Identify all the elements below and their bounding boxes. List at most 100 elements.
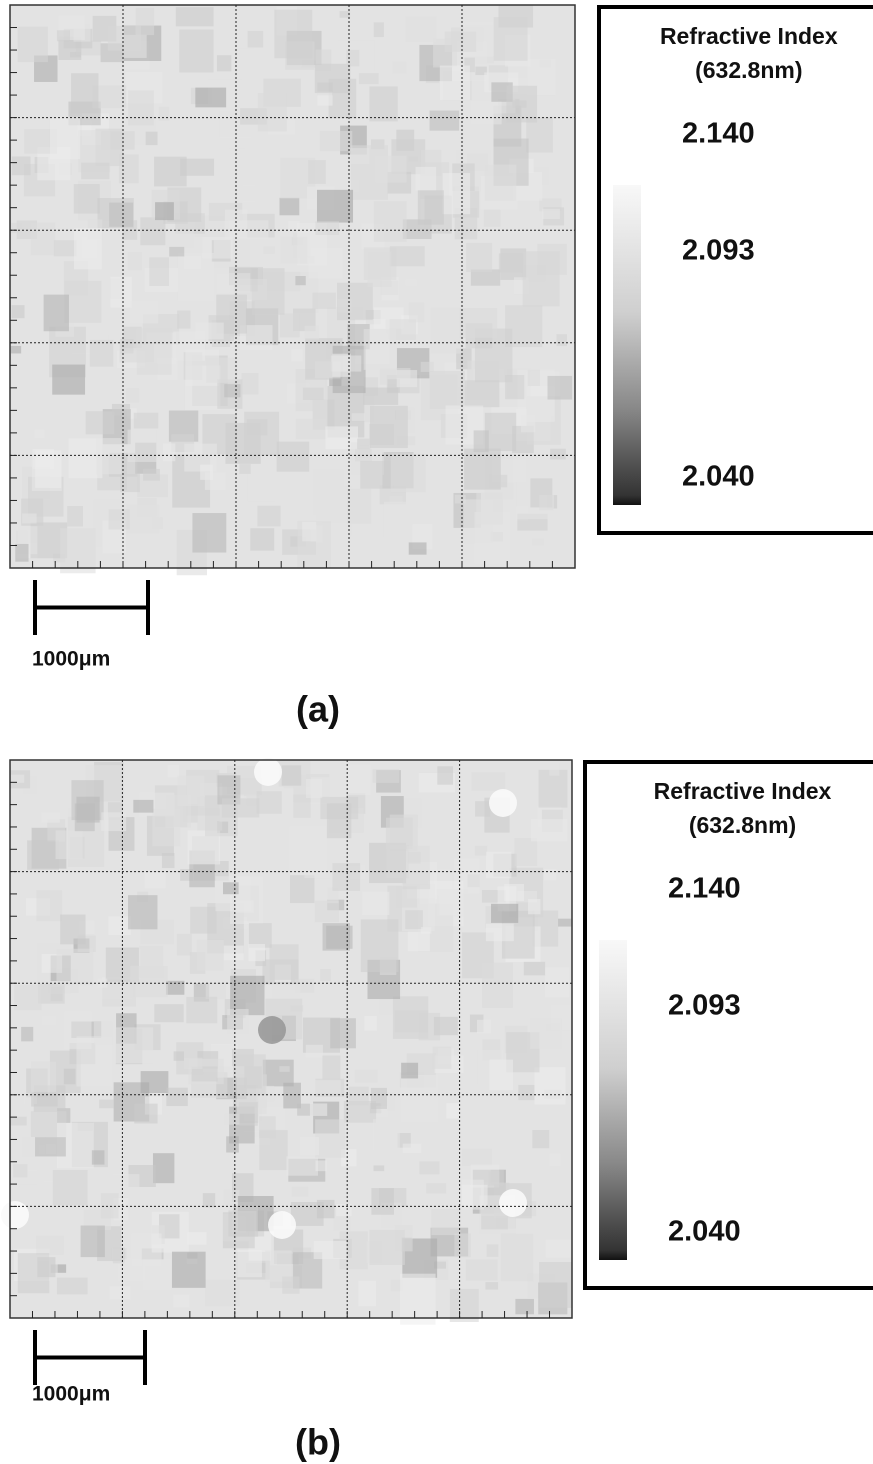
map-texture [543, 868, 557, 881]
map-texture [486, 1244, 499, 1257]
map-texture [444, 31, 477, 52]
map-texture [359, 445, 371, 458]
map-texture [373, 22, 384, 38]
map-texture [107, 278, 124, 299]
map-texture [221, 798, 260, 818]
map-texture [230, 975, 265, 1016]
map-texture [454, 1233, 471, 1258]
map-texture [408, 542, 427, 555]
map-texture [314, 1080, 341, 1094]
map-texture [118, 154, 139, 184]
map-texture [373, 1165, 385, 1172]
map-texture [313, 1241, 347, 1260]
map-texture [31, 1093, 58, 1107]
map-texture [206, 357, 238, 383]
map-texture [396, 370, 418, 388]
map-texture [180, 869, 194, 881]
map-texture [167, 765, 179, 778]
map-texture [467, 874, 480, 888]
map-texture [10, 1116, 27, 1126]
map-texture [437, 766, 454, 785]
map-texture [312, 292, 336, 309]
map-texture [192, 513, 227, 553]
map-texture [295, 275, 306, 286]
map-texture [71, 73, 99, 114]
map-texture [376, 1105, 388, 1117]
map-texture [140, 1071, 169, 1093]
map-texture [263, 246, 275, 254]
map-texture [41, 812, 60, 823]
scale-bar-label: 1000μm [32, 1383, 110, 1406]
map-texture [126, 504, 160, 534]
map-texture [549, 1153, 561, 1167]
map-texture [429, 110, 460, 131]
map-texture [357, 438, 370, 450]
map-texture [463, 499, 494, 544]
map-texture [17, 1253, 50, 1294]
map-texture [237, 1249, 262, 1278]
map-texture [316, 1199, 335, 1219]
map-texture [305, 1044, 323, 1058]
map-texture [13, 1164, 28, 1178]
map-texture [369, 1229, 405, 1265]
map-texture [257, 505, 281, 527]
map-texture [52, 364, 86, 395]
map-texture [386, 845, 409, 879]
map-texture [358, 73, 379, 85]
map-texture [279, 1066, 290, 1072]
map-texture [372, 769, 400, 783]
map-texture [304, 854, 330, 879]
map-texture [175, 7, 214, 27]
map-texture [430, 307, 462, 354]
map-texture [154, 1004, 184, 1023]
map-texture [475, 801, 491, 817]
colorbar [599, 940, 627, 1260]
map-texture [22, 513, 37, 524]
map-texture [309, 1103, 328, 1116]
map-texture [433, 1016, 458, 1036]
map-texture [464, 57, 475, 73]
map-texture [128, 895, 158, 930]
map-texture [10, 345, 22, 354]
map-texture [11, 305, 25, 319]
map-texture [290, 875, 315, 904]
legend-label: 2.093 [668, 990, 741, 1022]
map-texture [485, 923, 514, 942]
map-texture [173, 1051, 184, 1061]
map-texture [291, 349, 303, 362]
map-texture [247, 471, 276, 502]
map-texture [528, 899, 541, 915]
map-texture [373, 1119, 400, 1151]
map-texture [34, 429, 45, 438]
map-texture [272, 983, 301, 999]
map-texture [36, 890, 63, 922]
map-texture [100, 1193, 119, 1219]
legend-title: Refractive Index [654, 778, 832, 804]
map-texture [459, 308, 498, 338]
map-spot [499, 1189, 527, 1217]
map-texture [534, 1067, 566, 1105]
map-texture [545, 967, 570, 998]
map-texture [449, 1288, 479, 1322]
map-texture [373, 201, 407, 242]
map-texture [149, 257, 169, 286]
map-texture [247, 30, 264, 48]
map-texture [257, 92, 287, 132]
map-texture [454, 208, 478, 240]
map-texture [486, 851, 512, 879]
map-spot [268, 1211, 296, 1239]
map-texture [223, 945, 244, 961]
map-texture [133, 799, 154, 813]
map-texture [545, 1239, 572, 1258]
legend-label: 2.140 [682, 118, 755, 150]
map-texture [461, 1184, 488, 1207]
map-texture [244, 1066, 262, 1089]
map-texture [279, 313, 300, 338]
map-texture [317, 91, 333, 106]
map-texture [240, 220, 269, 239]
map-texture [120, 473, 140, 493]
map-texture [315, 221, 340, 235]
map-texture [169, 246, 185, 257]
map-texture [485, 1282, 499, 1290]
map-texture [473, 430, 489, 453]
